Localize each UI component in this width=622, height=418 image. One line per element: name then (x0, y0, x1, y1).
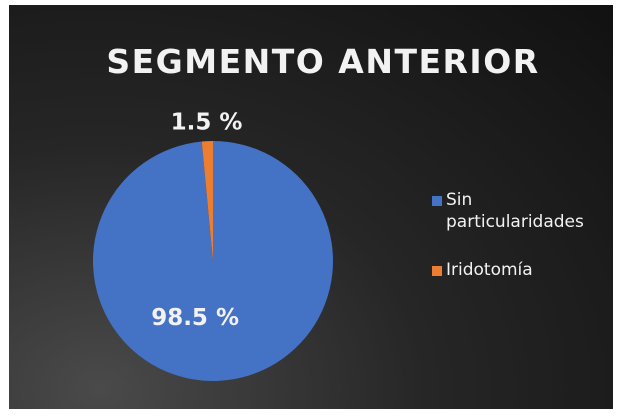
pie-chart: SEGMENTO ANTERIOR 98.5 % 1.5 % (92, 42, 539, 381)
legend-item: Iridotomía (432, 259, 607, 281)
legend-swatch (432, 196, 442, 206)
legend-item: Sin particularidades (432, 189, 607, 233)
data-label: 1.5 % (171, 110, 243, 136)
data-label: 98.5 % (151, 305, 239, 331)
chart: SEGMENTO ANTERIOR 98.5 % 1.5 % Sin partic… (9, 5, 613, 409)
legend-label: Sin particularidades (446, 190, 584, 232)
pie-slice (92, 141, 333, 381)
legend-swatch (432, 266, 442, 276)
chart-title: SEGMENTO ANTERIOR (106, 42, 539, 81)
pie-slice (201, 141, 213, 261)
legend: Sin particularidades Iridotomía (432, 189, 607, 307)
legend-label: Iridotomía (446, 260, 533, 280)
